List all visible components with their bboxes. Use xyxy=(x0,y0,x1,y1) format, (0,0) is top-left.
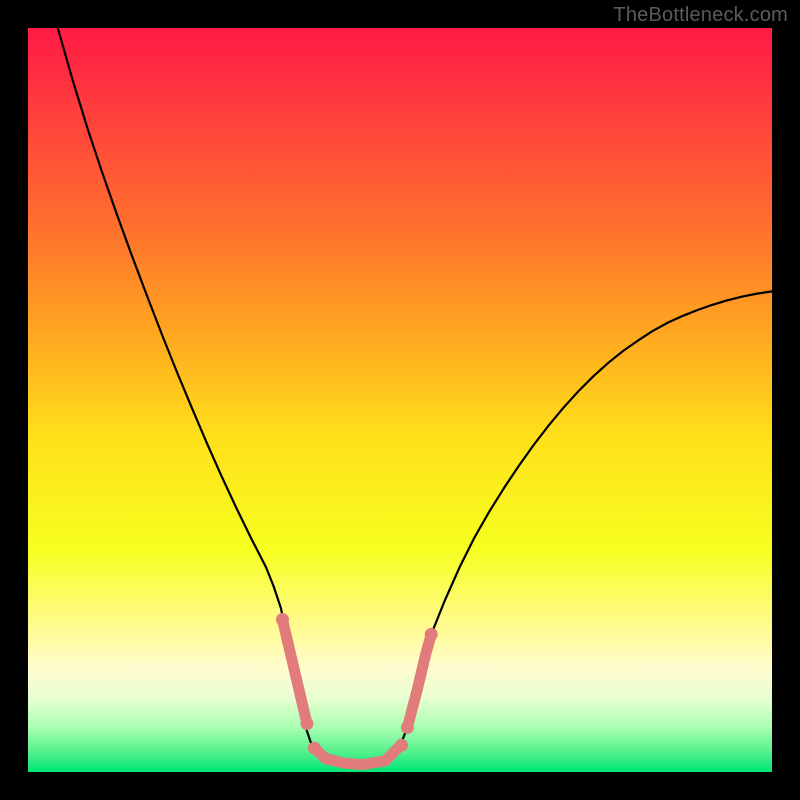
trough-accent-dot xyxy=(276,613,289,626)
chart-plot-background xyxy=(28,28,772,772)
trough-accent-dot xyxy=(425,628,438,641)
trough-accent-dot xyxy=(301,717,314,730)
watermark-text: TheBottleneck.com xyxy=(613,4,788,27)
bottleneck-chart xyxy=(0,0,800,800)
trough-accent-dot xyxy=(395,739,408,752)
trough-accent-dot xyxy=(308,742,321,755)
chart-canvas: TheBottleneck.com xyxy=(0,0,800,800)
trough-accent-dot xyxy=(401,721,414,734)
